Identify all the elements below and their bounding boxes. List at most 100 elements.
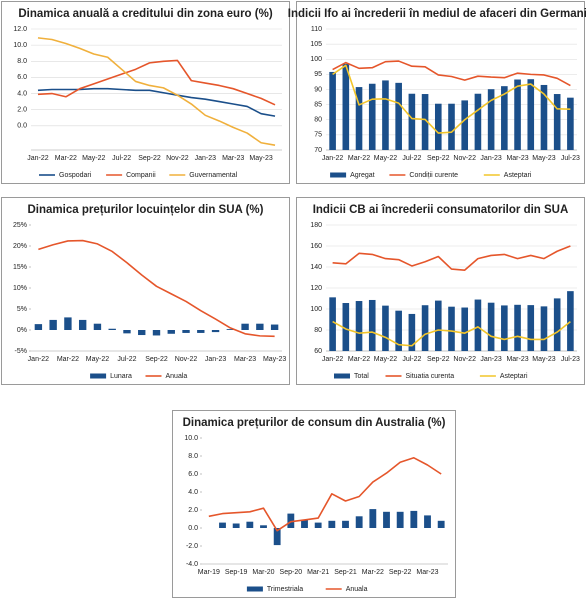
legend-label: Anuala: [346, 586, 368, 593]
x-tick-label: Sep-21: [334, 569, 357, 576]
y-tick-label: 4.0: [188, 489, 198, 496]
bar: [421, 305, 429, 351]
bar: [461, 307, 469, 351]
y-tick-label: 10.0: [13, 42, 27, 49]
x-tick-label: Mar-23: [234, 356, 256, 363]
bar: [540, 306, 548, 351]
y-tick-label: 4.0: [17, 90, 27, 97]
x-tick-label: Jul-22: [117, 356, 136, 363]
chart-title: Indicii CB ai încrederii consumatorilor …: [313, 204, 569, 216]
bar: [487, 302, 495, 351]
bar: [424, 515, 431, 528]
y-tick-label: -2.0: [186, 543, 198, 550]
bar: [219, 522, 226, 528]
line: [37, 59, 276, 106]
legend-label: Companii: [126, 172, 156, 179]
bar: [474, 93, 482, 150]
x-tick-label: May-23: [532, 356, 555, 363]
legend-swatch: [330, 172, 347, 178]
x-tick-label: Jan-22: [28, 356, 50, 363]
x-tick-label: Sep-22: [145, 356, 168, 363]
x-tick-label: Jul-22: [112, 155, 131, 162]
y-tick-label: 6.0: [188, 471, 198, 478]
bar: [355, 87, 363, 150]
y-tick-label: 105: [310, 41, 322, 48]
bar: [410, 510, 418, 528]
bar: [382, 305, 389, 351]
legend-label: Agregat: [350, 172, 375, 179]
legend-label: Trimestriala: [267, 586, 303, 593]
y-tick-label: 75: [314, 132, 322, 139]
y-tick-label: 10%: [13, 285, 27, 292]
bar: [49, 319, 57, 330]
y-tick-label: 160: [310, 243, 322, 250]
bar: [246, 521, 254, 528]
chart-title: Dinamica prețurilor de consum din Austra…: [183, 417, 446, 429]
bar: [182, 330, 190, 333]
bar: [553, 94, 561, 150]
x-tick-label: May-22: [82, 155, 105, 162]
bar: [368, 299, 376, 351]
bar: [64, 317, 72, 330]
y-tick-label: -5%: [15, 348, 27, 355]
y-tick-label: 85: [314, 101, 322, 108]
x-tick-label: May-23: [249, 155, 272, 162]
bar: [501, 86, 508, 150]
y-tick-label: 20%: [13, 243, 27, 250]
y-tick-label: 80: [314, 327, 322, 334]
legend-label: Gospodari: [59, 172, 92, 179]
bar: [241, 323, 249, 330]
x-tick-label: Mar-22: [362, 569, 384, 576]
y-tick-label: -4.0: [186, 561, 198, 568]
bar: [383, 511, 390, 528]
legend-label: Lunara: [110, 373, 132, 380]
x-tick-label: May-22: [86, 356, 109, 363]
y-tick-label: 95: [314, 71, 322, 78]
y-tick-label: 25%: [13, 222, 27, 229]
x-tick-label: Jan-23: [205, 356, 227, 363]
y-tick-label: 120: [310, 285, 322, 292]
bar: [329, 297, 336, 351]
bar: [434, 103, 442, 150]
y-tick-label: 90: [314, 86, 322, 93]
line: [332, 320, 571, 347]
y-tick-label: 100: [310, 306, 322, 313]
bar: [329, 71, 336, 150]
x-tick-label: Jan-23: [195, 155, 217, 162]
bar: [553, 298, 561, 351]
y-tick-label: 60: [314, 348, 322, 355]
bar: [396, 511, 404, 528]
bar: [138, 330, 146, 336]
x-tick-label: Nov-22: [453, 155, 476, 162]
bar: [123, 330, 131, 334]
y-tick-label: 180: [310, 222, 322, 229]
bar: [369, 509, 377, 528]
bar: [382, 80, 389, 150]
bar: [514, 79, 521, 150]
chart-title: Indicii Ifo ai încrederii în mediul de a…: [288, 8, 586, 20]
x-tick-label: Jul-23: [561, 356, 580, 363]
bar: [501, 305, 508, 351]
line: [208, 457, 442, 532]
bar: [256, 323, 264, 330]
legend-label: Situatia curenta: [406, 373, 455, 380]
bar: [514, 304, 521, 351]
bar: [328, 520, 336, 528]
x-tick-label: Jan-22: [322, 356, 344, 363]
y-tick-label: 8.0: [17, 58, 27, 65]
bar: [270, 324, 279, 330]
x-tick-label: Jul-23: [561, 155, 580, 162]
bar: [301, 519, 308, 528]
bar: [314, 522, 322, 528]
x-tick-label: Mar-19: [198, 569, 220, 576]
bar: [108, 328, 116, 330]
bar: [93, 323, 102, 330]
y-tick-label: 10.0: [184, 435, 198, 442]
legend-label: Condiții curente: [409, 172, 458, 179]
y-tick-label: 0.0: [188, 525, 198, 532]
x-tick-label: Sep-22: [427, 356, 450, 363]
bar: [487, 89, 495, 150]
x-tick-label: Mar-23: [506, 155, 528, 162]
line: [38, 239, 275, 338]
bar: [355, 301, 363, 351]
